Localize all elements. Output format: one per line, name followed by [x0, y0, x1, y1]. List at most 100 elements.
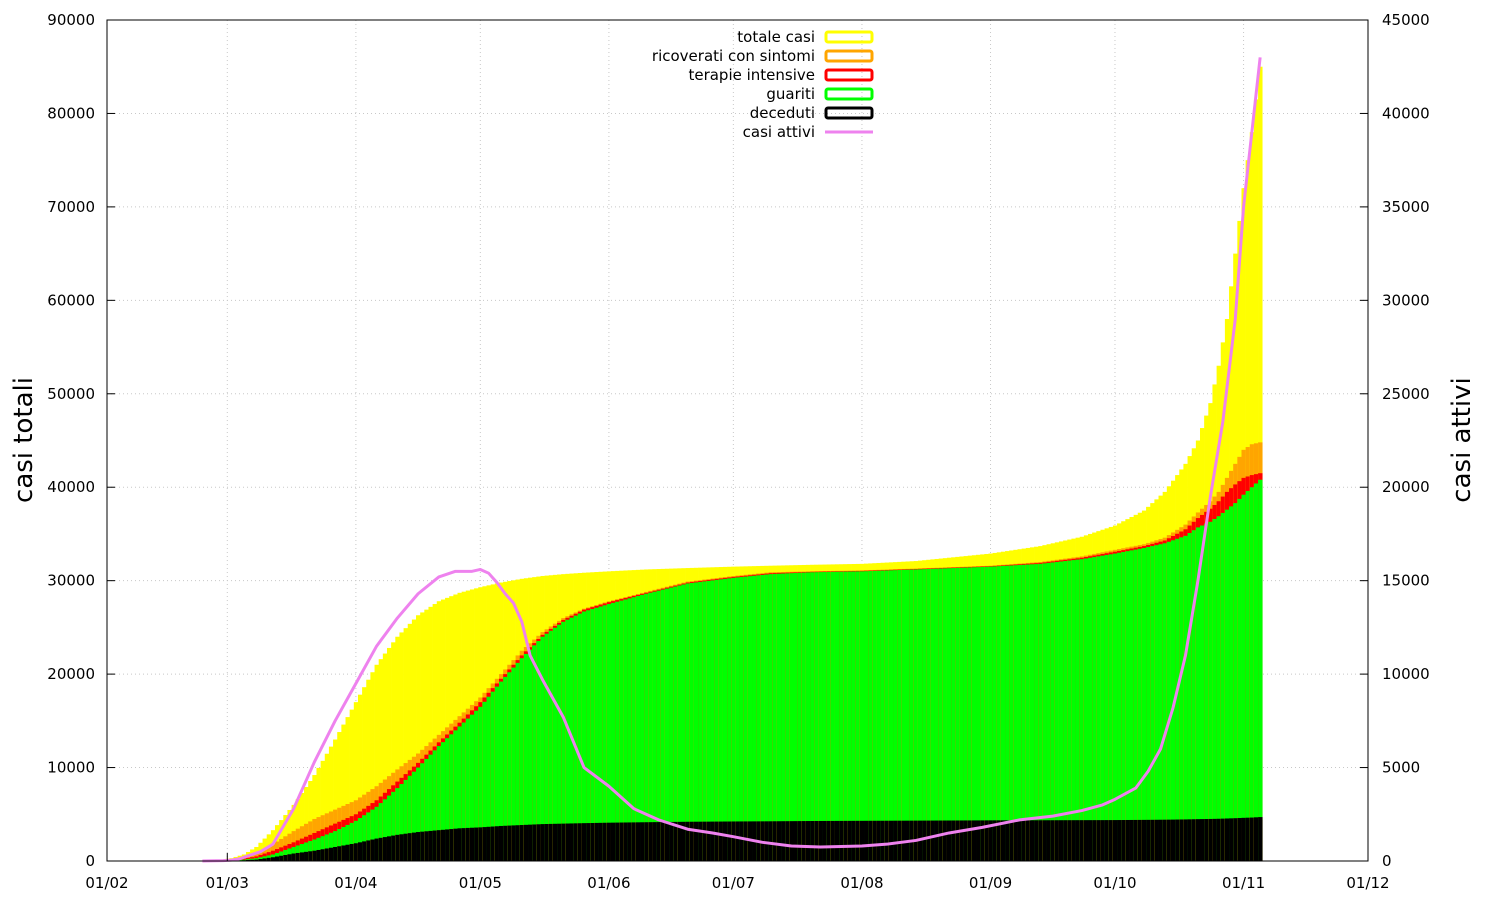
bar-deceduti: [320, 849, 326, 861]
bar-deceduti: [353, 843, 359, 861]
bar-guariti: [610, 602, 616, 861]
bar-deceduti: [523, 824, 529, 861]
bar-deceduti: [1005, 820, 1010, 861]
line-casi-attivi: [202, 57, 1262, 863]
bar-totale-casi: [357, 694, 363, 861]
bar-deceduti: [926, 820, 931, 861]
bar-deceduti: [702, 821, 707, 861]
bar-guariti: [498, 681, 504, 861]
right-tick-label: 40000: [1382, 104, 1430, 122]
bar-deceduti: [594, 822, 599, 861]
right-tick-label: 0: [1382, 852, 1392, 870]
bar-guariti: [996, 566, 1002, 861]
left-tick-label: 30000: [47, 572, 95, 590]
bar-totale-casi: [333, 739, 338, 861]
bar-deceduti: [370, 839, 375, 861]
bar-deceduti: [847, 820, 852, 861]
bar-guariti: [1079, 559, 1085, 861]
bar-deceduti: [1229, 818, 1234, 861]
left-tick-label: 70000: [47, 198, 95, 216]
bar-guariti: [453, 730, 458, 861]
bar-guariti: [681, 584, 686, 861]
bar-guariti: [872, 570, 877, 861]
bar-deceduti: [648, 822, 653, 861]
bar-guariti: [1191, 530, 1197, 861]
bar-deceduti: [548, 823, 554, 861]
bar-totale-casi: [341, 724, 346, 861]
bar-deceduti: [884, 820, 890, 861]
bar-guariti: [420, 763, 425, 861]
bar-deceduti: [644, 822, 649, 861]
bar-deceduti: [474, 827, 479, 861]
bar-deceduti: [693, 821, 699, 861]
bar-deceduti: [337, 846, 342, 861]
left-y-axis: 0 10000 20000 30000 40000 50000 60000 70000 8000…: [47, 11, 115, 870]
right-tick-label: 45000: [1382, 11, 1430, 29]
bar-guariti: [1058, 561, 1064, 861]
bar-guariti: [1212, 518, 1217, 861]
bar-deceduti: [1092, 820, 1097, 861]
bar-guariti: [416, 767, 421, 861]
bar-guariti: [594, 607, 599, 861]
bar-guariti: [1096, 556, 1101, 861]
bar-deceduti: [1088, 820, 1093, 861]
bar-guariti: [793, 573, 798, 861]
bar-guariti: [486, 696, 491, 861]
bar-deceduti: [565, 823, 570, 861]
bar-deceduti: [677, 821, 682, 861]
plot-frame: [106, 19, 1369, 862]
bar-guariti: [834, 571, 840, 861]
bar-guariti: [822, 572, 827, 861]
bar-guariti: [515, 662, 521, 861]
x-tick-label: 01/04: [334, 874, 377, 892]
bar-guariti: [1083, 558, 1089, 861]
left-tick-label: 0: [85, 852, 95, 870]
bar-deceduti: [1200, 819, 1205, 861]
bar-deceduti: [362, 841, 367, 861]
bar-guariti: [1208, 521, 1213, 861]
bar-guariti: [735, 577, 740, 861]
bar-deceduti: [581, 823, 587, 861]
bar-guariti: [901, 569, 906, 861]
bar-totale-casi: [378, 659, 384, 861]
bar-deceduti: [1154, 819, 1159, 861]
bar-guariti: [702, 581, 707, 861]
x-tick-label: 01/11: [1222, 874, 1265, 892]
bar-guariti: [1241, 494, 1246, 861]
bar-guariti: [859, 571, 865, 861]
bar-deceduti: [834, 820, 840, 861]
bar-deceduti: [805, 821, 811, 861]
bar-deceduti: [1071, 820, 1076, 861]
bar-guariti: [1075, 559, 1081, 861]
bar-guariti: [789, 573, 794, 861]
bar-guariti: [847, 571, 852, 861]
bar-deceduti: [1083, 820, 1089, 861]
bar-deceduti: [1146, 819, 1151, 861]
bar-guariti: [544, 633, 550, 861]
bar-guariti: [598, 606, 603, 861]
bar-deceduti: [673, 821, 678, 861]
bar-guariti: [1108, 554, 1114, 861]
bar-guariti: [328, 832, 334, 861]
bar-deceduti: [1224, 818, 1230, 861]
bar-guariti: [714, 579, 720, 861]
legend-swatch: [824, 49, 874, 63]
bar-guariti: [984, 566, 989, 861]
bar-deceduti: [623, 822, 628, 861]
bar-deceduti: [776, 821, 782, 861]
bar-guariti: [403, 779, 409, 861]
bar-deceduti: [1034, 820, 1039, 861]
bar-guariti: [324, 834, 330, 861]
bar-deceduti: [785, 821, 790, 861]
bar-guariti: [781, 573, 786, 861]
bar-guariti: [357, 818, 363, 861]
bar-deceduti: [1258, 817, 1263, 861]
bar-deceduti: [681, 821, 686, 861]
bar-guariti: [461, 722, 467, 861]
bar-deceduti: [312, 850, 317, 861]
bar-guariti: [756, 575, 761, 861]
bar-deceduti: [627, 822, 633, 861]
bar-guariti: [411, 771, 417, 861]
bar-deceduti: [374, 838, 379, 861]
bar-guariti: [818, 572, 823, 861]
